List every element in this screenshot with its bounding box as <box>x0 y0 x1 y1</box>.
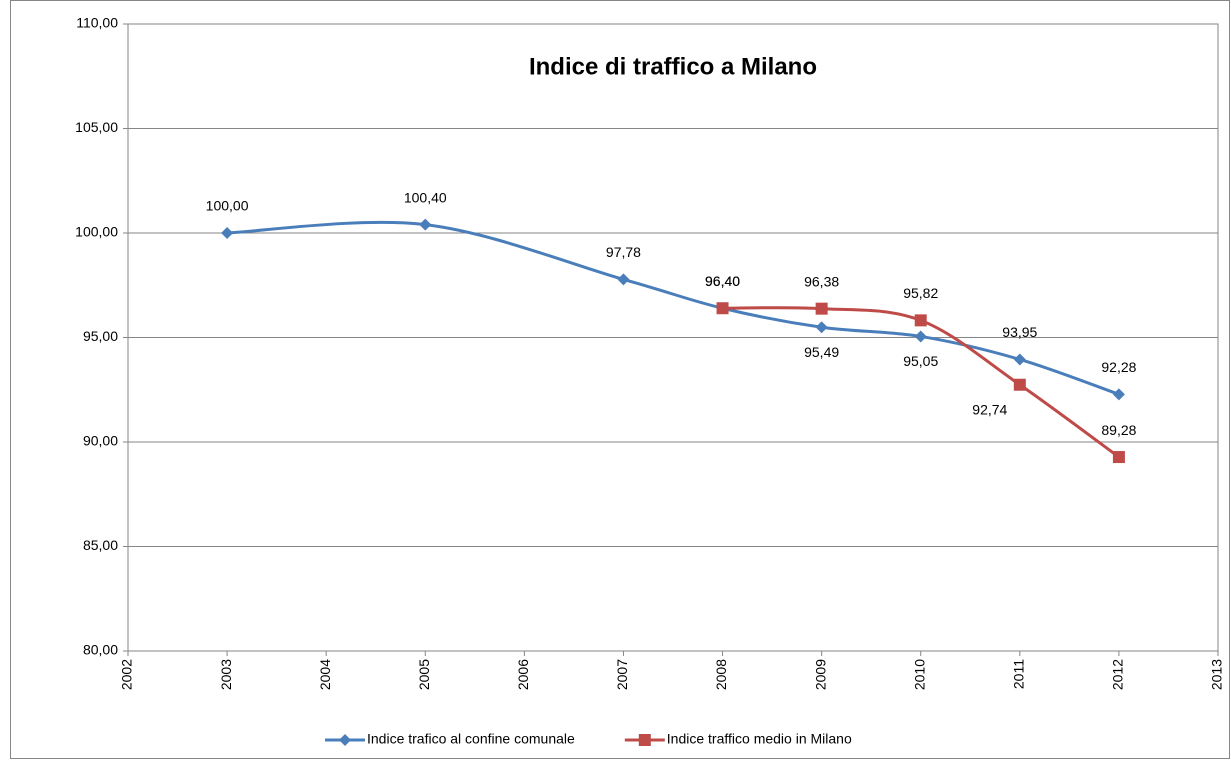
data-label: 96,40 <box>705 273 740 289</box>
y-tick-label: 80,00 <box>83 642 118 658</box>
x-tick-label: 2010 <box>911 659 927 690</box>
x-tick-label: 2009 <box>812 659 828 690</box>
y-tick-label: 85,00 <box>83 537 118 553</box>
x-tick-label: 2003 <box>218 659 234 690</box>
data-label: 95,05 <box>903 353 938 369</box>
data-point <box>815 321 828 334</box>
legend-label: Indice trafico al confine comunale <box>367 731 575 747</box>
x-tick-label: 2013 <box>1209 659 1225 690</box>
x-tick-label: 2005 <box>416 659 432 690</box>
legend-marker <box>638 734 651 746</box>
data-label: 92,74 <box>972 401 1007 417</box>
data-point <box>716 302 729 315</box>
x-tick-label: 2006 <box>515 659 531 690</box>
x-tick-label: 2004 <box>317 659 333 690</box>
data-point <box>617 273 630 286</box>
legend-label: Indice traffico medio in Milano <box>667 731 852 747</box>
data-point <box>1112 451 1125 464</box>
data-point <box>1013 378 1026 391</box>
data-label: 100,00 <box>206 198 249 214</box>
data-point <box>815 302 828 315</box>
y-tick-label: 95,00 <box>83 328 118 344</box>
data-label: 95,82 <box>903 285 938 301</box>
data-point <box>914 330 927 343</box>
y-tick-label: 90,00 <box>83 433 118 449</box>
data-label: 96,38 <box>804 273 839 289</box>
legend-marker <box>339 734 351 746</box>
x-tick-label: 2008 <box>713 659 729 690</box>
data-label: 100,40 <box>404 189 447 205</box>
data-label: 96,40 <box>705 273 740 289</box>
data-point <box>1013 353 1026 366</box>
data-label: 89,28 <box>1101 422 1136 438</box>
chart-border <box>10 0 1230 759</box>
x-tick-label: 2011 <box>1011 659 1027 689</box>
data-label: 93,95 <box>1002 324 1037 340</box>
data-point <box>914 314 927 327</box>
x-tick-label: 2002 <box>119 659 135 690</box>
data-label: 92,28 <box>1101 359 1136 375</box>
y-tick-label: 110,00 <box>76 15 118 31</box>
data-point <box>419 218 432 231</box>
chart-title: Indice di traffico a Milano <box>529 53 817 80</box>
y-tick-label: 105,00 <box>75 119 118 135</box>
data-label: 97,78 <box>606 244 641 260</box>
x-tick-label: 2012 <box>1110 659 1126 690</box>
data-label: 95,49 <box>804 344 839 360</box>
x-tick-label: 2007 <box>614 659 630 690</box>
plot-border <box>127 23 1219 652</box>
data-point <box>221 227 234 239</box>
y-tick-label: 100,00 <box>75 224 118 240</box>
data-point <box>1112 388 1125 401</box>
